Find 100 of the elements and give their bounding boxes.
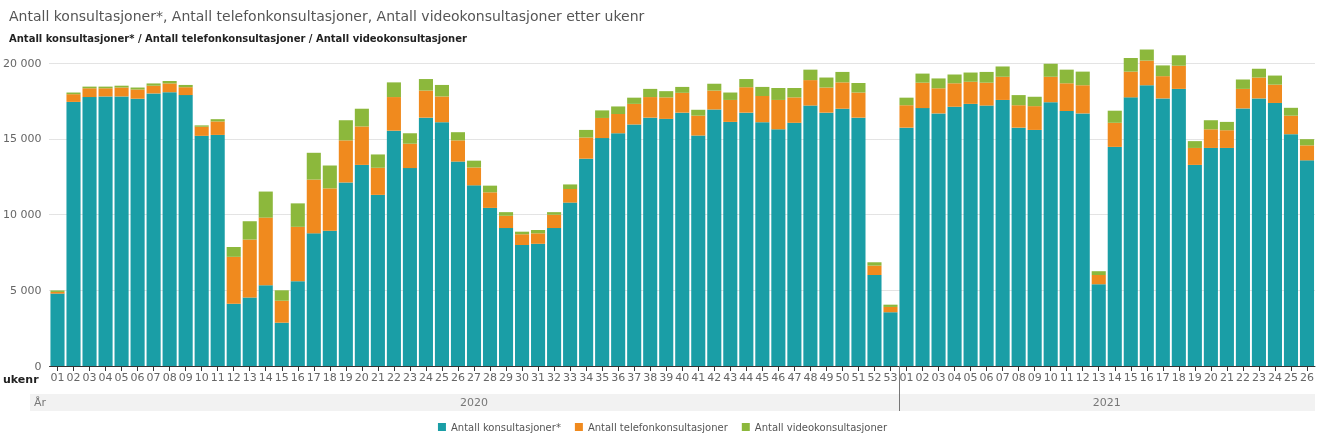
bar bbox=[995, 66, 1010, 77]
bar bbox=[354, 108, 369, 127]
bar bbox=[498, 228, 514, 366]
bar bbox=[947, 106, 962, 366]
bar bbox=[1075, 71, 1090, 86]
bar bbox=[1123, 71, 1138, 98]
bar bbox=[1107, 110, 1122, 123]
bar bbox=[146, 83, 161, 86]
bar bbox=[595, 117, 610, 139]
x-tick-label: 53 bbox=[883, 371, 898, 384]
bar bbox=[707, 90, 722, 110]
bar bbox=[835, 82, 850, 109]
bar bbox=[707, 83, 722, 91]
bar bbox=[563, 184, 578, 189]
bar bbox=[402, 168, 417, 366]
bar bbox=[1091, 271, 1106, 275]
bar bbox=[130, 89, 145, 99]
bar bbox=[1139, 60, 1154, 86]
bar bbox=[595, 110, 610, 118]
x-tick-label: 02 bbox=[915, 371, 930, 384]
bar bbox=[963, 72, 978, 82]
bar bbox=[98, 96, 113, 366]
bar bbox=[643, 88, 658, 98]
x-tick-label: 04 bbox=[98, 371, 113, 384]
bar bbox=[1299, 139, 1315, 146]
x-tick-label: 01 bbox=[50, 371, 65, 384]
bar bbox=[675, 112, 690, 366]
bar bbox=[98, 88, 113, 97]
x-tick-label: 36 bbox=[611, 371, 626, 384]
x-tick-label: 24 bbox=[418, 371, 433, 384]
bar bbox=[659, 118, 674, 366]
y-tick-label: 5 000 bbox=[9, 283, 42, 297]
bar bbox=[931, 88, 946, 114]
bar bbox=[1043, 102, 1058, 366]
bar bbox=[867, 262, 882, 266]
x-tick-label: 06 bbox=[979, 371, 994, 384]
x-tick-label: 38 bbox=[643, 371, 658, 384]
bar bbox=[258, 285, 273, 366]
x-tick-label: 03 bbox=[82, 371, 97, 384]
bar bbox=[755, 96, 770, 123]
bar bbox=[354, 126, 369, 165]
bar bbox=[1027, 106, 1042, 130]
bar bbox=[563, 202, 578, 366]
bar bbox=[322, 165, 337, 189]
bar bbox=[1187, 147, 1202, 165]
x-tick-label: 27 bbox=[467, 371, 481, 384]
bar bbox=[883, 306, 898, 313]
bar bbox=[1203, 129, 1218, 148]
bar bbox=[531, 233, 546, 244]
bar bbox=[723, 92, 738, 100]
bar bbox=[274, 290, 289, 301]
x-tick-label: 08 bbox=[1011, 371, 1026, 384]
bar bbox=[1107, 122, 1122, 147]
bar bbox=[1059, 110, 1074, 366]
bar bbox=[1123, 97, 1138, 366]
bar bbox=[1283, 107, 1299, 116]
x-tick-label: 32 bbox=[547, 371, 562, 384]
x-tick-label: 31 bbox=[531, 371, 546, 384]
bar bbox=[226, 256, 241, 304]
x-tick-label: 01 bbox=[899, 371, 914, 384]
bar bbox=[1187, 141, 1202, 148]
bar bbox=[290, 226, 305, 282]
legend-label: Antall telefonkonsultasjoner bbox=[587, 421, 729, 433]
chart-title: Antall konsultasjoner*, Antall telefonkonsultasjoner, Antall videokonsultasjoner etter ukenr bbox=[9, 8, 645, 24]
x-tick-label: 05 bbox=[114, 371, 129, 384]
x-tick-label: 03 bbox=[931, 371, 946, 384]
bar bbox=[1091, 284, 1106, 366]
bar bbox=[931, 113, 946, 366]
bar bbox=[290, 281, 305, 366]
bar bbox=[1027, 129, 1042, 366]
x-tick-label: 48 bbox=[803, 371, 818, 384]
x-tick-label: 12 bbox=[1075, 371, 1090, 384]
x-tick-label: 46 bbox=[771, 371, 786, 384]
x-tick-label: 09 bbox=[1027, 371, 1042, 384]
x-tick-label: 04 bbox=[947, 371, 962, 384]
bar bbox=[851, 82, 866, 93]
bar bbox=[450, 161, 466, 366]
bar bbox=[563, 188, 578, 203]
bar bbox=[1235, 79, 1250, 89]
bar bbox=[1107, 146, 1122, 366]
bar bbox=[531, 243, 546, 366]
bar bbox=[1283, 115, 1299, 135]
bar bbox=[338, 120, 353, 141]
bar bbox=[611, 133, 626, 366]
bar bbox=[1155, 76, 1170, 99]
text: År bbox=[34, 396, 47, 409]
x-tick-label: 12 bbox=[226, 371, 241, 384]
x-tick-label: 14 bbox=[258, 371, 273, 384]
bar bbox=[178, 95, 193, 366]
bar bbox=[1219, 121, 1234, 131]
bar bbox=[1203, 147, 1218, 366]
bar bbox=[1043, 63, 1058, 77]
bar bbox=[1267, 84, 1282, 103]
x-tick-label: 50 bbox=[835, 371, 850, 384]
x-axis-title: ukenr bbox=[3, 373, 39, 386]
bar bbox=[643, 97, 658, 118]
x-tick-label: 18 bbox=[322, 371, 337, 384]
bar bbox=[226, 303, 241, 366]
x-tick-label: 11 bbox=[210, 371, 225, 384]
bar bbox=[579, 137, 594, 159]
